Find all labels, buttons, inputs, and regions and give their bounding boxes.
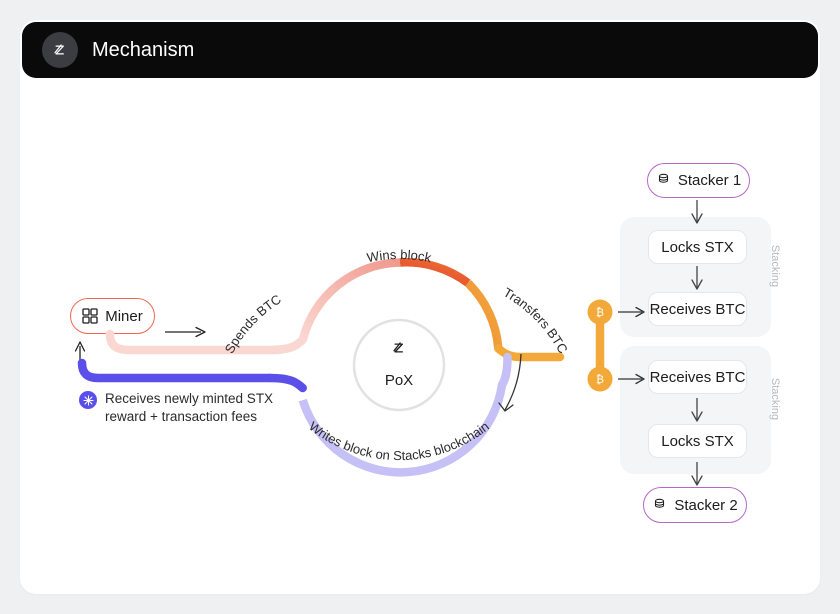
- svg-text:₿: ₿: [596, 307, 604, 319]
- svg-text:₿: ₿: [596, 374, 604, 386]
